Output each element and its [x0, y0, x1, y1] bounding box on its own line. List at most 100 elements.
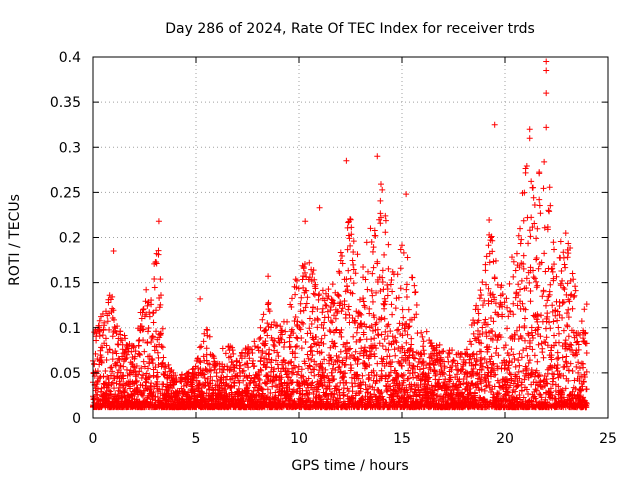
data-point — [404, 375, 411, 382]
data-point — [343, 276, 350, 283]
data-point — [377, 220, 384, 227]
data-point — [424, 381, 431, 388]
data-point — [569, 270, 576, 277]
data-point — [228, 383, 235, 390]
data-point — [413, 302, 420, 309]
data-point — [346, 312, 353, 319]
data-point — [546, 208, 553, 215]
data-point — [297, 300, 304, 307]
data-point — [94, 377, 101, 384]
data-point — [415, 358, 422, 365]
data-point — [389, 358, 396, 365]
data-point — [417, 381, 424, 388]
data-point — [290, 330, 297, 337]
data-point — [136, 368, 143, 375]
data-point — [409, 351, 416, 358]
data-point — [420, 358, 427, 365]
data-point — [420, 338, 427, 345]
data-point — [91, 360, 98, 367]
data-point — [354, 371, 361, 378]
data-point — [354, 251, 361, 258]
data-point — [117, 328, 124, 335]
data-point — [233, 372, 240, 379]
data-point — [274, 322, 281, 329]
data-point — [288, 365, 295, 372]
data-point — [369, 298, 376, 305]
data-point — [475, 310, 482, 317]
data-point — [358, 345, 365, 352]
data-point — [206, 333, 213, 340]
data-point — [551, 246, 558, 253]
data-point — [286, 344, 293, 351]
data-point — [385, 346, 392, 353]
data-point — [536, 202, 543, 209]
data-point — [379, 274, 386, 281]
data-point — [419, 359, 426, 366]
data-point — [284, 382, 291, 389]
x-tick-label: 10 — [290, 431, 308, 447]
data-point — [251, 338, 258, 345]
data-point — [379, 267, 386, 274]
data-point — [382, 328, 389, 335]
data-point — [479, 302, 486, 309]
data-point — [334, 358, 341, 365]
data-point — [437, 354, 444, 361]
data-point — [204, 327, 211, 334]
data-point — [356, 310, 363, 317]
data-point — [335, 292, 342, 299]
data-point — [543, 124, 550, 131]
data-point — [198, 343, 205, 350]
data-point — [209, 377, 216, 384]
data-point — [534, 358, 541, 365]
data-point — [360, 263, 367, 270]
data-point — [344, 287, 351, 294]
data-point — [101, 322, 108, 329]
data-point — [285, 368, 292, 375]
data-point — [106, 346, 113, 353]
data-point — [167, 368, 174, 375]
data-point — [102, 368, 109, 375]
x-tick-label: 20 — [496, 431, 514, 447]
data-point — [292, 291, 299, 298]
data-point — [377, 210, 384, 217]
data-point — [512, 363, 519, 370]
data-point — [128, 348, 135, 355]
data-point — [388, 301, 395, 308]
data-point — [274, 349, 281, 356]
data-point — [550, 239, 557, 246]
data-point — [325, 293, 332, 300]
data-point — [365, 268, 372, 275]
data-point — [335, 399, 342, 406]
data-point — [562, 264, 569, 271]
data-point — [148, 301, 155, 308]
data-point — [371, 342, 378, 349]
data-point — [303, 300, 310, 307]
data-point — [140, 326, 147, 333]
data-point — [400, 314, 407, 321]
data-point — [352, 348, 359, 355]
data-point — [288, 379, 295, 386]
data-point — [337, 369, 344, 376]
data-point — [369, 248, 376, 255]
data-point — [97, 373, 104, 380]
data-point — [151, 284, 158, 291]
data-point — [510, 351, 517, 358]
data-point — [558, 268, 565, 275]
data-point — [358, 320, 365, 327]
data-point — [373, 372, 380, 379]
data-point — [308, 356, 315, 363]
data-point — [111, 316, 118, 323]
data-point — [309, 308, 316, 315]
data-point — [478, 292, 485, 299]
data-point — [369, 292, 376, 299]
data-point — [377, 197, 384, 204]
data-point — [360, 331, 367, 338]
data-point — [231, 382, 238, 389]
data-point — [526, 126, 533, 133]
data-point — [515, 357, 522, 364]
data-point — [145, 299, 152, 306]
data-point — [436, 376, 443, 383]
data-point — [298, 335, 305, 342]
data-point — [450, 357, 457, 364]
data-point — [318, 349, 325, 356]
